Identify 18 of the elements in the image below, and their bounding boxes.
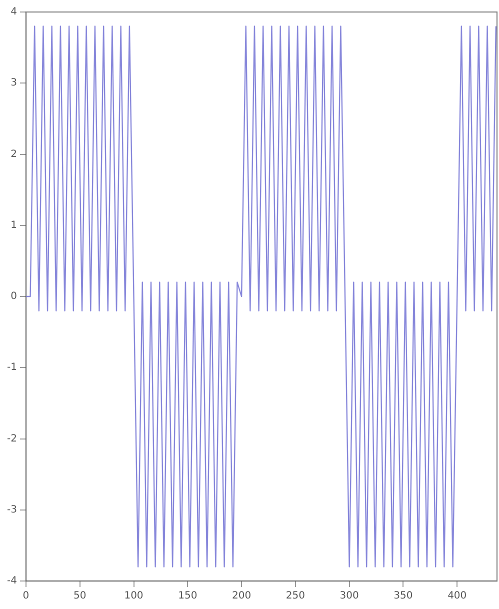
y-tick-label: 2 <box>10 148 17 160</box>
x-tick-label: 50 <box>73 590 86 602</box>
y-tick-label: 3 <box>10 78 17 89</box>
x-tick-label: 250 <box>286 590 305 602</box>
y-tick-label: 0 <box>10 291 17 302</box>
y-tick-label: -3 <box>6 504 17 516</box>
x-tick-label: 200 <box>232 590 252 602</box>
y-tick-label: -4 <box>6 576 17 587</box>
y-tick-label: 1 <box>10 220 17 231</box>
x-tick-label: 0 <box>22 590 30 602</box>
x-tick-label: 100 <box>124 590 144 602</box>
x-tick-label: 400 <box>448 590 467 602</box>
x-tick-label: 350 <box>394 590 413 602</box>
x-tick-label: 150 <box>178 590 198 602</box>
y-tick-label: -2 <box>6 433 17 444</box>
y-tick-label: -1 <box>6 362 17 374</box>
x-tick-label: 300 <box>340 590 359 602</box>
y-tick-label: 4 <box>10 6 17 18</box>
